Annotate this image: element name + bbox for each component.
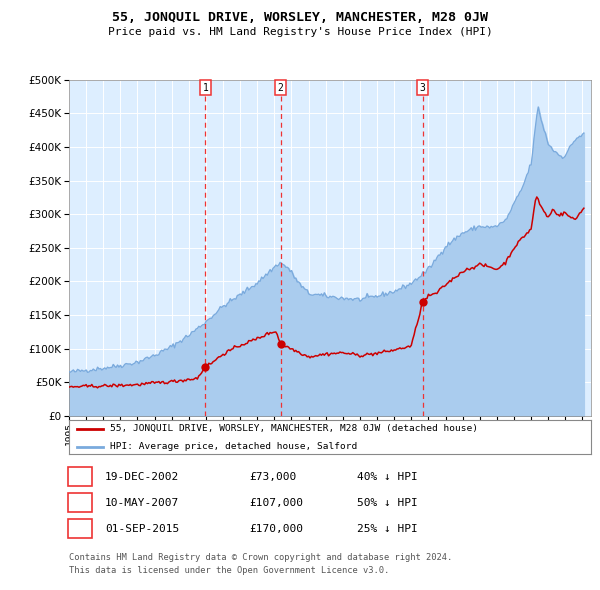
Text: 50% ↓ HPI: 50% ↓ HPI bbox=[357, 498, 418, 507]
Text: 55, JONQUIL DRIVE, WORSLEY, MANCHESTER, M28 0JW: 55, JONQUIL DRIVE, WORSLEY, MANCHESTER, … bbox=[112, 11, 488, 24]
Text: This data is licensed under the Open Government Licence v3.0.: This data is licensed under the Open Gov… bbox=[69, 566, 389, 575]
Text: 1: 1 bbox=[77, 472, 84, 481]
Text: 25% ↓ HPI: 25% ↓ HPI bbox=[357, 524, 418, 533]
Text: 3: 3 bbox=[77, 524, 84, 533]
Text: £170,000: £170,000 bbox=[249, 524, 303, 533]
Text: Contains HM Land Registry data © Crown copyright and database right 2024.: Contains HM Land Registry data © Crown c… bbox=[69, 553, 452, 562]
Text: 55, JONQUIL DRIVE, WORSLEY, MANCHESTER, M28 0JW (detached house): 55, JONQUIL DRIVE, WORSLEY, MANCHESTER, … bbox=[110, 424, 478, 433]
Text: 2: 2 bbox=[278, 83, 283, 93]
Text: 1: 1 bbox=[202, 83, 208, 93]
Text: Price paid vs. HM Land Registry's House Price Index (HPI): Price paid vs. HM Land Registry's House … bbox=[107, 28, 493, 37]
Text: HPI: Average price, detached house, Salford: HPI: Average price, detached house, Salf… bbox=[110, 442, 357, 451]
Text: 2: 2 bbox=[77, 498, 84, 507]
Text: 40% ↓ HPI: 40% ↓ HPI bbox=[357, 472, 418, 481]
Text: 01-SEP-2015: 01-SEP-2015 bbox=[105, 524, 179, 533]
Text: 19-DEC-2002: 19-DEC-2002 bbox=[105, 472, 179, 481]
Text: 3: 3 bbox=[420, 83, 425, 93]
Text: 10-MAY-2007: 10-MAY-2007 bbox=[105, 498, 179, 507]
Text: £73,000: £73,000 bbox=[249, 472, 296, 481]
Text: £107,000: £107,000 bbox=[249, 498, 303, 507]
